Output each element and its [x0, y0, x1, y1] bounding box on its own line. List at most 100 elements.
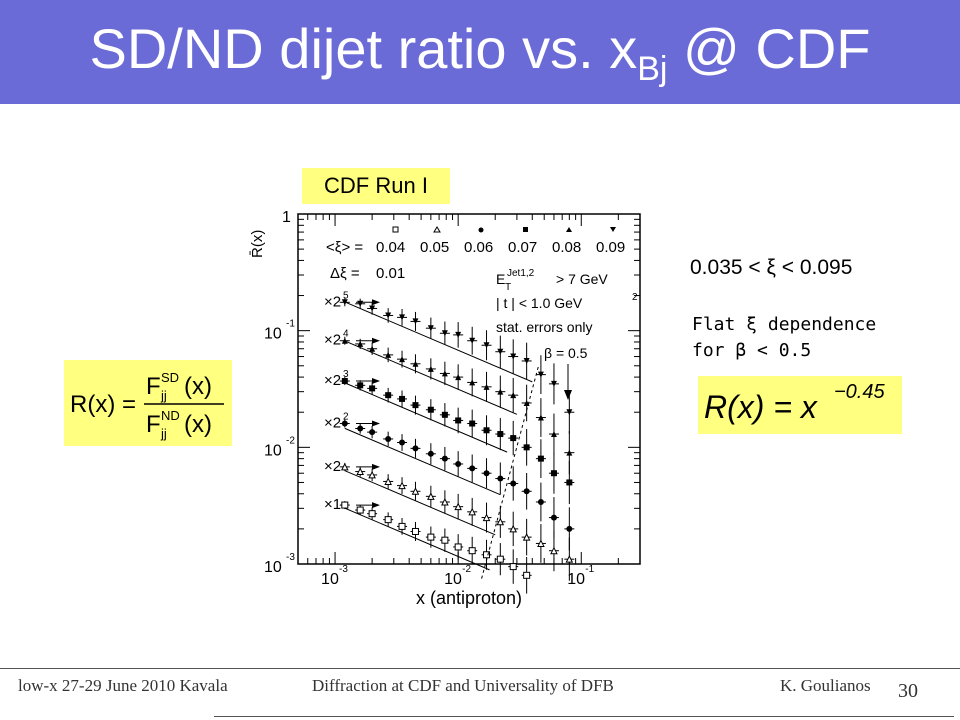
scale-label: ×2	[324, 332, 341, 349]
data-point	[357, 340, 364, 347]
scale-arrow-head	[372, 463, 380, 470]
data-point	[385, 351, 392, 358]
data-point	[427, 325, 434, 332]
y-tick-label-exp: -1	[286, 319, 295, 330]
data-point	[523, 357, 530, 364]
beta-label: β = 0.5	[544, 345, 588, 361]
data-point	[341, 420, 348, 427]
data-point	[441, 330, 448, 337]
scale-label: ×2	[324, 293, 341, 310]
data-point	[566, 525, 573, 532]
data-point	[427, 365, 434, 372]
data-point	[483, 383, 490, 390]
formula-num-arg: (x)	[184, 373, 212, 400]
flat-line-1: Flat ξ dependence	[692, 314, 877, 335]
scale-arrow-head	[372, 299, 380, 306]
data-point	[427, 492, 435, 500]
data-point	[412, 402, 419, 409]
xi-range-note: 0.035 < ξ < 0.095	[690, 256, 853, 279]
scale-label-exp: 2	[343, 412, 349, 423]
data-point	[341, 501, 349, 509]
x-tick-label: 10	[567, 571, 585, 588]
data-point	[550, 514, 557, 521]
legend-xi-3: 0.07	[508, 239, 537, 256]
data-point	[385, 435, 392, 442]
data-point	[566, 479, 573, 486]
legend-marker-filled-circle	[478, 227, 484, 233]
x-tick-label: 10	[321, 571, 339, 588]
legend-marker-filled-square	[523, 227, 528, 232]
footer-talk-title: Diffraction at CDF and Universality of D…	[312, 676, 614, 695]
fit-line	[344, 340, 518, 415]
data-point	[550, 546, 558, 555]
data-point	[455, 331, 462, 338]
data-point	[398, 481, 406, 490]
data-point	[523, 571, 531, 579]
data-point	[368, 470, 376, 479]
plot-frame	[297, 213, 641, 565]
scale-label: ×1	[324, 496, 341, 513]
formula-num-sub: jj	[160, 388, 167, 403]
data-point	[482, 513, 491, 522]
data-point	[469, 337, 476, 344]
flat-line-2: for β < 0.5	[692, 340, 812, 361]
cut-annotations: E Jet1,2 T > 7 GeV | t | < 1.0 GeV 2 sta…	[496, 268, 638, 400]
data-point	[399, 356, 406, 363]
cut1-sup: Jet1,2	[507, 268, 535, 279]
cut2-sup: 2	[632, 292, 638, 303]
x-tick-label-exp: -2	[462, 564, 471, 575]
run-label: CDF Run I	[302, 168, 450, 204]
data-point	[441, 536, 449, 544]
data-point	[469, 465, 476, 472]
data-point	[510, 435, 517, 442]
data-point	[510, 392, 517, 399]
legend-marker-open-triangle	[433, 226, 441, 233]
data-point	[369, 429, 376, 436]
formula-den-F: F	[146, 411, 161, 438]
data-point	[523, 444, 530, 451]
data-point	[497, 431, 504, 438]
slide-title: SD/ND dijet ratio vs. xBj @ CDF	[0, 14, 960, 104]
scale-label: ×2	[324, 458, 341, 475]
x-axis-label: x (antiproton)	[416, 588, 522, 608]
data-point	[385, 312, 392, 319]
data-point	[522, 532, 531, 541]
fit-exponent: −0.45	[834, 381, 885, 403]
data-point	[509, 524, 518, 533]
cut1-e: E	[496, 271, 505, 287]
data-point	[469, 379, 476, 386]
scale-label-exp: 4	[343, 329, 349, 340]
y-tick-label-exp: -2	[286, 435, 295, 446]
legend-xi-prefix: <ξ> =	[326, 239, 363, 256]
data-point	[455, 460, 462, 467]
x-tick-label-exp: -1	[585, 564, 594, 575]
data-point	[384, 477, 392, 485]
data-point	[496, 555, 504, 563]
legend-xi-5: 0.09	[596, 239, 625, 256]
y-tick-label: 10	[264, 442, 282, 459]
data-point	[523, 488, 530, 495]
legend-dxi-prefix: Δξ =	[330, 265, 360, 282]
fit-line	[344, 470, 496, 536]
data-point	[412, 360, 419, 367]
x-tick-label: 10	[444, 571, 462, 588]
data-point	[412, 318, 419, 325]
data-point	[496, 517, 505, 526]
formula-lhs: R(x) =	[70, 391, 136, 418]
data-point	[399, 314, 406, 321]
data-point	[510, 480, 517, 487]
data-point	[412, 445, 419, 452]
legend-xi-4: 0.08	[552, 239, 581, 256]
formula-den-sub: jj	[160, 426, 167, 441]
formula-den-sup: ND	[161, 408, 180, 423]
data-point	[497, 388, 504, 395]
data-point	[537, 498, 544, 505]
scale-label: ×2	[324, 415, 341, 432]
formula-num-F: F	[146, 373, 161, 400]
scale-arrow-head	[372, 420, 380, 427]
data-point	[341, 337, 348, 344]
cut1-sub: T	[505, 282, 511, 293]
fit-line	[344, 427, 501, 496]
legend-xi-2: 0.06	[464, 239, 493, 256]
title-tail: @ CDF	[683, 17, 871, 80]
